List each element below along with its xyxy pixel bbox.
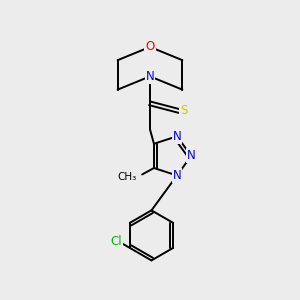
Text: CH₃: CH₃ xyxy=(117,172,136,182)
Text: S: S xyxy=(180,104,188,117)
Text: N: N xyxy=(187,149,196,162)
Text: N: N xyxy=(146,70,154,83)
Text: O: O xyxy=(146,40,154,53)
Text: Cl: Cl xyxy=(110,235,122,248)
Text: N: N xyxy=(172,130,182,143)
Text: N: N xyxy=(172,169,182,182)
